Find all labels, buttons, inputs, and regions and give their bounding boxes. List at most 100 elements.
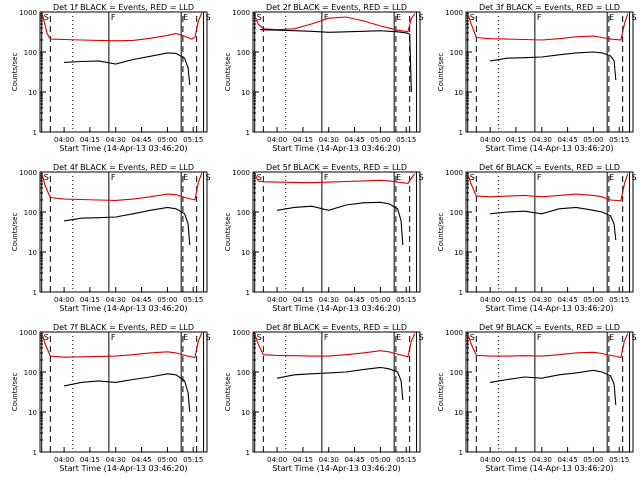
event-marker-label: S [470, 333, 475, 342]
events-series-line [63, 373, 191, 413]
y-tick-label: 100 [237, 49, 250, 57]
panel-8: Det 8f BLACK = Events, RED = LLD 1 10 100 10… [224, 323, 424, 473]
lld-series-line [467, 333, 629, 359]
x-axis-label: Start Time (14-Apr-13 03:46:20) [272, 144, 400, 153]
plot-frame [465, 331, 634, 453]
lld-series-line [467, 13, 629, 41]
x-tick-label: 05:15 [183, 136, 203, 144]
x-tick-label: 04:15 [506, 456, 526, 464]
x-tick-label: 04:30 [319, 136, 339, 144]
event-marker-label: S [44, 333, 49, 342]
x-axis-label: Start Time (14-Apr-13 03:46:20) [485, 464, 613, 473]
y-axis-label: Counts/sec [224, 373, 232, 412]
panel-3: Det 3f BLACK = Events, RED = LLD 1 10 100 10… [437, 3, 637, 153]
panel-title: Det 2f BLACK = Events, RED = LLD [266, 3, 407, 12]
x-axis-label: Start Time (14-Apr-13 03:46:20) [485, 304, 613, 313]
event-marker-label: E [609, 173, 614, 182]
event-marker-label: E [609, 13, 614, 22]
x-tick-label: 04:00 [480, 296, 500, 304]
x-tick-label: 05:00 [370, 136, 390, 144]
lld-series-line [467, 173, 629, 202]
y-axis-label: Counts/sec [437, 213, 445, 252]
x-tick-label: 05:15 [396, 296, 416, 304]
y-tick-label: 100 [24, 369, 37, 377]
y-axis-label: Counts/sec [224, 53, 232, 92]
event-marker-label: S [257, 173, 262, 182]
x-tick-label: 04:45 [557, 296, 577, 304]
plot-frame [39, 331, 208, 453]
y-tick-label: 10 [241, 409, 250, 417]
x-tick-label: 04:45 [557, 456, 577, 464]
x-tick-label: 04:45 [557, 136, 577, 144]
panel-title: Det 6f BLACK = Events, RED = LLD [479, 163, 620, 172]
y-tick-label: 10 [28, 249, 37, 257]
events-series-line [276, 366, 404, 401]
x-tick-label: 04:30 [106, 136, 126, 144]
y-tick-label: 1000 [19, 169, 37, 177]
y-tick-label: 10 [454, 409, 463, 417]
x-tick-label: 04:30 [319, 296, 339, 304]
y-tick-label: 1000 [232, 9, 250, 17]
x-tick-label: 04:45 [344, 456, 364, 464]
y-tick-label: 100 [450, 369, 463, 377]
x-tick-label: 04:00 [480, 456, 500, 464]
y-axis-label: Counts/sec [437, 373, 445, 412]
event-marker-label: S [470, 13, 475, 22]
plot-frame [465, 171, 634, 293]
x-tick-label: 04:15 [293, 296, 313, 304]
panel-title: Det 3f BLACK = Events, RED = LLD [479, 3, 620, 12]
x-tick-label: 04:45 [131, 456, 151, 464]
y-tick-label: 100 [450, 49, 463, 57]
x-axis-label: Start Time (14-Apr-13 03:46:20) [272, 464, 400, 473]
x-tick-label: 05:00 [157, 136, 177, 144]
panel-9: Det 9f BLACK = Events, RED = LLD 1 10 100 10… [437, 323, 637, 473]
event-marker-label: S [419, 173, 424, 182]
y-tick-label: 10 [241, 249, 250, 257]
y-tick-label: 1 [459, 129, 463, 137]
event-marker-label: F [111, 333, 116, 342]
panel-title: Det 9f BLACK = Events, RED = LLD [479, 323, 620, 332]
x-tick-label: 05:15 [396, 456, 416, 464]
y-tick-label: 100 [24, 209, 37, 217]
plot-frame [39, 11, 208, 133]
event-marker-label: S [206, 173, 211, 182]
x-tick-label: 04:45 [344, 296, 364, 304]
y-tick-label: 1 [459, 289, 463, 297]
event-marker-label: F [324, 333, 329, 342]
y-tick-label: 10 [241, 89, 250, 97]
event-marker-label: S [44, 13, 49, 22]
x-tick-label: 04:15 [80, 456, 100, 464]
y-tick-label: 1000 [232, 169, 250, 177]
x-tick-label: 05:15 [183, 456, 203, 464]
y-tick-label: 1000 [445, 169, 463, 177]
panel-title: Det 8f BLACK = Events, RED = LLD [266, 323, 407, 332]
events-series-line [490, 206, 617, 241]
x-tick-label: 04:15 [80, 296, 100, 304]
x-tick-label: 05:15 [609, 296, 629, 304]
plot-frame [252, 331, 421, 453]
y-axis-label: Counts/sec [224, 213, 232, 252]
lld-series-line [254, 173, 416, 184]
plot-frame [39, 171, 208, 293]
x-tick-label: 04:15 [506, 296, 526, 304]
x-axis-label: Start Time (14-Apr-13 03:46:20) [59, 464, 187, 473]
x-tick-label: 05:15 [609, 136, 629, 144]
y-tick-label: 1 [33, 449, 37, 457]
y-axis-label: Counts/sec [11, 213, 19, 252]
lld-series-line [41, 172, 203, 201]
event-marker-label: E [396, 173, 401, 182]
event-marker-label: F [111, 13, 116, 22]
event-marker-label: S [44, 173, 49, 182]
y-tick-label: 1000 [232, 329, 250, 337]
x-tick-label: 04:45 [131, 136, 151, 144]
event-marker-label: E [396, 333, 401, 342]
event-marker-label: S [419, 333, 424, 342]
x-tick-label: 04:15 [80, 136, 100, 144]
panel-2: Det 2f BLACK = Events, RED = LLD 1 10 100 10… [224, 3, 424, 153]
x-tick-label: 05:00 [157, 456, 177, 464]
event-marker-label: F [324, 13, 329, 22]
event-marker-label: E [183, 173, 188, 182]
y-tick-label: 100 [237, 209, 250, 217]
x-tick-label: 04:30 [319, 456, 339, 464]
